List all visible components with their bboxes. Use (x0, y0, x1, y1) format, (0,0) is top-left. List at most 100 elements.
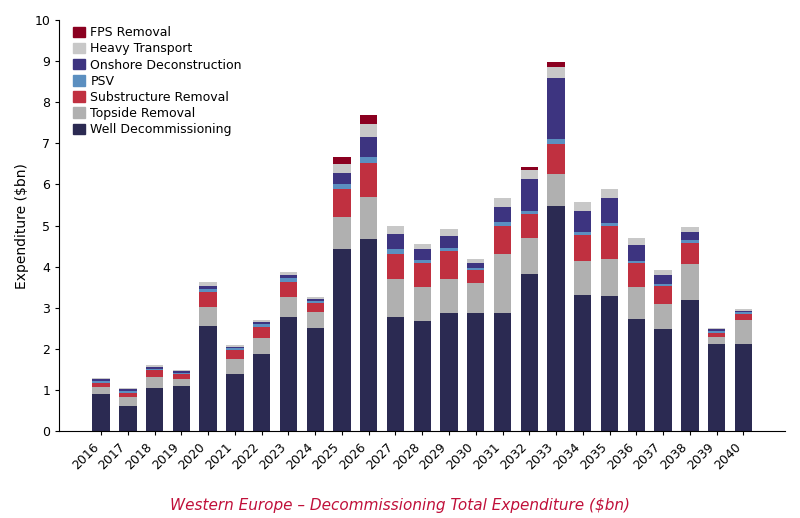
Bar (199, 282, 217, 285)
Bar (306, 303, 324, 312)
Bar (173, 375, 190, 379)
Bar (173, 369, 190, 371)
Bar (360, 115, 378, 124)
Bar (173, 373, 190, 375)
Bar (440, 248, 458, 251)
Bar (627, 264, 645, 287)
Bar (734, 311, 752, 312)
Bar (280, 282, 297, 297)
Bar (280, 297, 297, 317)
Bar (601, 223, 618, 226)
Bar (681, 227, 698, 232)
Bar (574, 236, 591, 261)
Bar (119, 387, 137, 390)
Bar (440, 279, 458, 313)
Bar (681, 264, 698, 300)
Bar (574, 232, 591, 236)
Bar (574, 295, 591, 431)
Bar (253, 320, 270, 322)
Bar (334, 156, 350, 164)
Bar (93, 394, 110, 431)
Bar (574, 261, 591, 295)
Bar (681, 240, 698, 243)
Bar (547, 78, 565, 139)
Bar (226, 375, 244, 431)
Bar (440, 251, 458, 279)
Bar (440, 313, 458, 431)
Bar (360, 239, 378, 431)
Bar (253, 354, 270, 431)
Text: Western Europe – Decommissioning Total Expenditure ($bn): Western Europe – Decommissioning Total E… (170, 498, 630, 513)
Bar (146, 369, 163, 370)
Bar (414, 249, 431, 260)
Bar (173, 379, 190, 386)
Bar (494, 226, 511, 254)
Bar (654, 284, 672, 286)
Bar (173, 371, 190, 373)
Bar (93, 378, 110, 379)
Bar (173, 386, 190, 431)
Bar (386, 250, 404, 254)
Legend: FPS Removal, Heavy Transport, Onshore Deconstruction, PSV, Substructure Removal,: FPS Removal, Heavy Transport, Onshore De… (73, 26, 242, 136)
Bar (119, 390, 137, 391)
Bar (199, 307, 217, 326)
Bar (440, 236, 458, 248)
Bar (547, 174, 565, 206)
Bar (521, 211, 538, 214)
Bar (708, 333, 726, 337)
Bar (547, 206, 565, 431)
Bar (467, 270, 485, 283)
Bar (521, 214, 538, 238)
Bar (334, 184, 350, 190)
Bar (494, 198, 511, 207)
Bar (627, 246, 645, 261)
Bar (386, 317, 404, 431)
Bar (119, 391, 137, 393)
Bar (199, 292, 217, 307)
Bar (734, 314, 752, 320)
Bar (414, 264, 431, 287)
Bar (574, 202, 591, 211)
Bar (386, 226, 404, 234)
Bar (226, 359, 244, 375)
Bar (306, 301, 324, 303)
Bar (146, 370, 163, 377)
Bar (734, 344, 752, 431)
Bar (601, 226, 618, 258)
Bar (494, 254, 511, 313)
Bar (467, 283, 485, 313)
Bar (521, 170, 538, 179)
Bar (734, 309, 752, 311)
Bar (93, 381, 110, 383)
Bar (146, 366, 163, 367)
Bar (306, 327, 324, 431)
Bar (119, 406, 137, 431)
Bar (708, 327, 726, 329)
Bar (306, 297, 324, 299)
Bar (226, 347, 244, 348)
Bar (734, 312, 752, 314)
Bar (414, 244, 431, 249)
Bar (547, 144, 565, 174)
Bar (521, 167, 538, 170)
Bar (601, 296, 618, 431)
Bar (708, 329, 726, 331)
Bar (93, 379, 110, 381)
Bar (334, 218, 350, 250)
Bar (386, 254, 404, 279)
Bar (306, 299, 324, 301)
Bar (226, 350, 244, 359)
Bar (627, 238, 645, 246)
Bar (334, 250, 350, 431)
Y-axis label: Expenditure ($bn): Expenditure ($bn) (15, 163, 29, 289)
Bar (467, 313, 485, 431)
Bar (521, 179, 538, 211)
Bar (253, 322, 270, 324)
Bar (93, 387, 110, 394)
Bar (334, 164, 350, 173)
Bar (334, 173, 350, 184)
Bar (119, 397, 137, 406)
Bar (440, 229, 458, 236)
Bar (360, 137, 378, 157)
Bar (708, 337, 726, 344)
